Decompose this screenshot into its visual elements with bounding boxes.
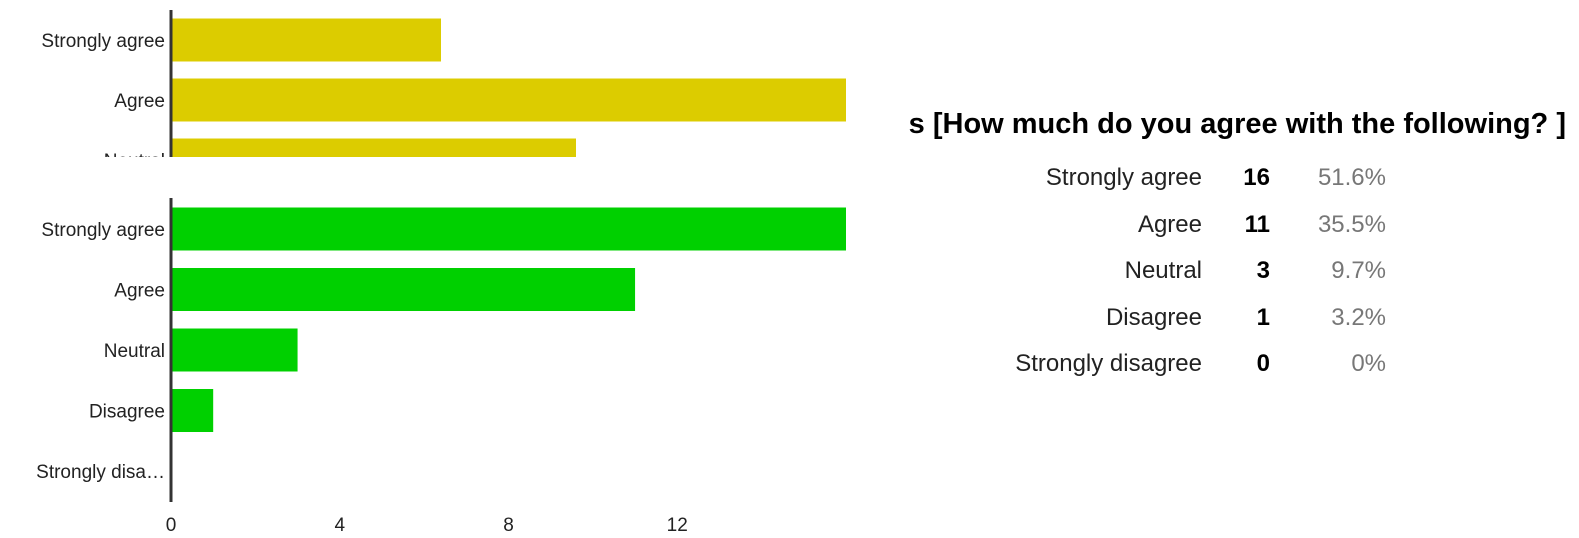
summary-count: 1: [1256, 303, 1270, 331]
summary-count: 16: [1243, 164, 1270, 192]
bar-strongly-agree: [171, 207, 846, 251]
summary-row: Neutral 3 9.7%: [930, 248, 1386, 295]
chart-clip-area: Strongly agree Agree Neutral: [41, 18, 846, 172]
summary-row: Strongly disagree 0 0%: [930, 341, 1386, 388]
summary-percent: 3.2%: [1331, 303, 1386, 331]
summary-row: Strongly agree 16 51.6%: [930, 155, 1386, 202]
category-label: Strongly disa…: [36, 462, 165, 483]
bar-neutral: [171, 138, 576, 157]
summary-count: 11: [1244, 210, 1270, 238]
response-bar-chart: Strongly agree Agree Neutral Disagree Strong…: [36, 198, 846, 536]
category-label: Neutral: [104, 151, 165, 172]
category-label: Strongly agree: [41, 220, 165, 241]
bar-strongly-agree: [171, 18, 441, 62]
summary-label: Agree: [1137, 210, 1202, 238]
response-summary-table: Strongly agree 16 51.6% Agree 11 35.5% Neutral…: [930, 155, 1386, 388]
bar-neutral: [171, 328, 298, 372]
summary-row: Disagree 1 3.2%: [930, 295, 1386, 342]
question-title: s [How much do you agree with the follow…: [908, 108, 1566, 140]
partial-bar-chart: Strongly agree Agree Neutral: [41, 10, 846, 172]
x-tick-label: 4: [334, 515, 345, 536]
summary-percent: 51.6%: [1317, 164, 1386, 192]
category-label: Agree: [114, 91, 165, 112]
summary-percent: 0%: [1351, 350, 1386, 378]
summary-label: Neutral: [1124, 257, 1202, 285]
summary-label: Strongly disagree: [1015, 350, 1202, 378]
summary-label: Strongly agree: [1045, 164, 1202, 192]
category-label: Disagree: [89, 402, 165, 423]
bar-agree: [171, 78, 846, 122]
category-label: Agree: [114, 281, 165, 302]
summary-percent: 9.7%: [1331, 257, 1386, 285]
x-tick-label: 12: [667, 515, 688, 536]
category-label: Neutral: [104, 341, 165, 362]
summary-label: Disagree: [1105, 303, 1202, 331]
category-label: Strongly agree: [41, 31, 165, 52]
summary-count: 3: [1256, 257, 1270, 285]
summary-row: Agree 11 35.5%: [930, 202, 1386, 249]
bar-disagree: [171, 389, 214, 432]
x-tick-label: 8: [503, 515, 514, 536]
bar-agree: [171, 268, 636, 311]
x-tick-label: 0: [166, 515, 177, 536]
summary-count: 0: [1256, 350, 1270, 378]
question-heading: s [How much do you agree with the follow…: [846, 100, 1566, 148]
summary-percent: 35.5%: [1317, 210, 1386, 238]
